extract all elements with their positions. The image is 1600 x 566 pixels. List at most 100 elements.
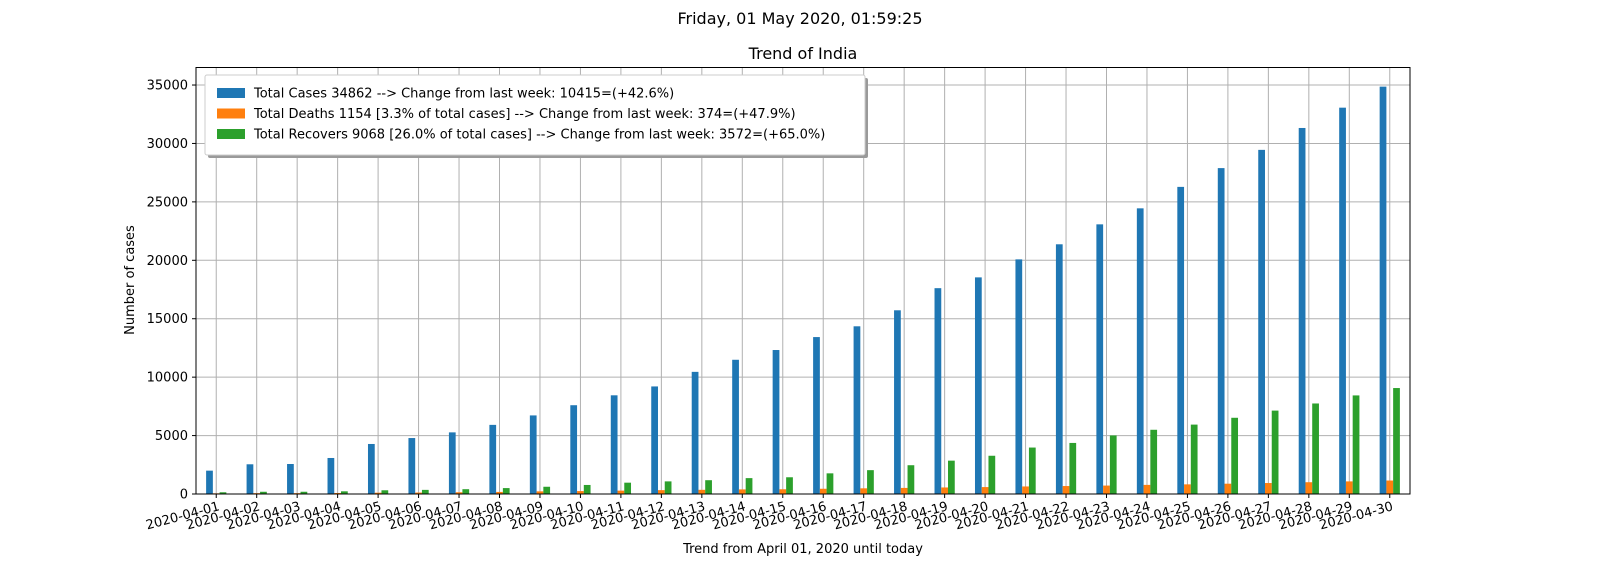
bar-recovers <box>826 473 834 494</box>
bar-deaths <box>455 492 463 494</box>
bar-recovers <box>948 460 955 494</box>
bar-deaths <box>1022 486 1029 494</box>
bar-recovers <box>664 481 672 494</box>
bar-recovers <box>705 480 712 494</box>
legend-box <box>204 74 866 156</box>
bar-deaths <box>334 492 342 494</box>
bar-recovers <box>1231 417 1239 494</box>
bar-recovers <box>1312 403 1319 494</box>
bar-deaths <box>1224 483 1232 494</box>
bar-cases <box>327 457 335 494</box>
x-axis-label: Trend from April 01, 2020 until today <box>682 542 923 557</box>
bar-recovers <box>421 489 429 494</box>
bar-deaths <box>577 491 584 494</box>
bar-cases <box>691 371 699 494</box>
bar-cases <box>772 350 780 494</box>
bar-deaths <box>415 492 422 494</box>
bar-recovers <box>381 490 389 494</box>
y-tick-label: 0 <box>180 488 188 503</box>
bar-recovers <box>1150 429 1158 494</box>
legend-entry: Total Deaths 1154 [3.3% of total cases] … <box>253 107 796 122</box>
bar-deaths <box>657 490 665 494</box>
legend: Total Cases 34862 --> Change from last w… <box>204 74 868 158</box>
chart-suptitle: Friday, 01 May 2020, 01:59:25 <box>677 9 922 28</box>
y-tick-label: 25000 <box>147 195 188 210</box>
bar-cases <box>246 464 254 494</box>
legend-swatch <box>217 108 245 119</box>
bar-recovers <box>502 488 510 494</box>
bar-cases <box>813 337 820 494</box>
bar-cases <box>1298 127 1306 495</box>
bar-cases <box>934 288 942 494</box>
bar-deaths <box>981 487 989 494</box>
bar-cases <box>1217 168 1225 495</box>
y-tick-label: 10000 <box>147 371 188 386</box>
y-tick-label: 5000 <box>155 429 188 444</box>
bar-deaths <box>1103 485 1110 494</box>
bar-recovers <box>1028 447 1036 494</box>
bar-cases <box>489 424 497 494</box>
bar-deaths <box>860 488 868 494</box>
bar-cases <box>1055 244 1063 494</box>
bar-cases <box>206 470 213 494</box>
bar-cases <box>853 326 861 494</box>
bar-cases <box>448 432 456 494</box>
bar-deaths <box>536 491 544 494</box>
legend-entry: Total Recovers 9068 [26.0% of total case… <box>253 128 825 143</box>
bar-cases <box>610 395 618 494</box>
bar-cases <box>1339 107 1346 495</box>
bar-cases <box>1258 149 1265 495</box>
bar-recovers <box>786 477 793 494</box>
bar-recovers <box>1271 410 1279 494</box>
bar-deaths <box>819 488 827 494</box>
bar-recovers <box>543 486 551 494</box>
bar-recovers <box>583 484 591 494</box>
bar-cases <box>1136 208 1144 494</box>
bar-recovers <box>1393 388 1400 494</box>
bar-recovers <box>988 455 996 494</box>
bar-recovers <box>300 491 308 494</box>
y-tick-label: 35000 <box>147 79 188 94</box>
bar-cases <box>529 415 537 494</box>
legend-entry: Total Cases 34862 --> Change from last w… <box>253 87 674 102</box>
bar-cases <box>1015 259 1023 494</box>
y-tick-label: 15000 <box>147 312 188 327</box>
bar-deaths <box>779 489 787 494</box>
bar-deaths <box>1386 480 1394 494</box>
bar-deaths <box>900 487 908 494</box>
plot-frame <box>195 67 1411 495</box>
bar-cases <box>651 386 658 494</box>
bar-cases <box>1379 86 1387 494</box>
bar-cases <box>408 438 416 494</box>
bar-recovers <box>1109 435 1117 494</box>
bar-recovers <box>907 465 915 494</box>
bar-deaths <box>374 492 382 494</box>
bar-cases <box>570 405 578 494</box>
bar-cases <box>732 359 739 494</box>
bar-recovers <box>867 470 874 494</box>
bar-deaths <box>1345 481 1353 494</box>
bar-cases <box>1177 186 1185 494</box>
bar-deaths <box>1264 483 1272 494</box>
bar-deaths <box>738 489 746 494</box>
y-axis: 0 5000 10000 15000 20000 25000 30000 35000 <box>147 79 196 503</box>
x-axis: 2020-04-012020-04-022020-04-032020-04-04… <box>144 494 1395 533</box>
bar-cases <box>367 443 375 494</box>
bar-deaths <box>1305 482 1313 494</box>
bar-cases <box>287 464 294 494</box>
bar-cases <box>1096 224 1104 494</box>
legend-swatch <box>217 129 245 139</box>
bar-deaths <box>1143 484 1151 494</box>
bar-recovers <box>1352 395 1360 494</box>
bar-recovers <box>219 492 227 494</box>
bar-deaths <box>698 489 706 494</box>
bar-recovers <box>1069 442 1077 494</box>
y-tick-label: 30000 <box>147 137 188 152</box>
bars-group <box>206 86 1400 495</box>
legend-swatch <box>217 88 245 98</box>
bar-deaths <box>941 487 949 494</box>
bar-deaths <box>1184 484 1191 494</box>
y-tick-label: 20000 <box>147 254 188 269</box>
bar-recovers <box>745 478 753 494</box>
